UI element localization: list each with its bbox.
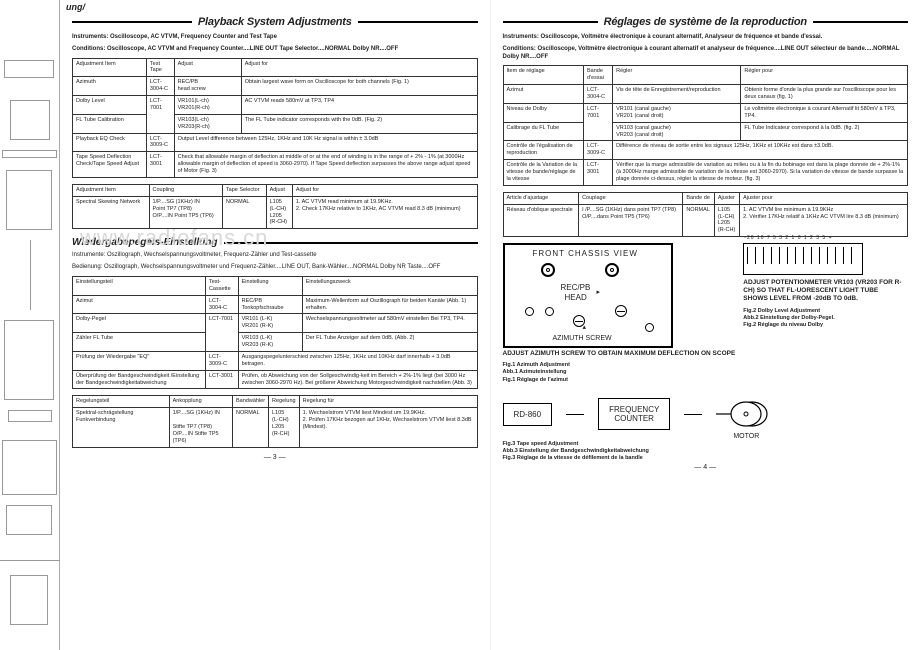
jack-icon: [541, 263, 555, 277]
page-number: — 3 —: [72, 454, 478, 461]
hole-icon: [645, 323, 654, 332]
instruments-line: Instruments: Oscilloscope, Voltmètre éle…: [503, 34, 909, 42]
motor-icon: MOTOR: [716, 392, 776, 437]
meter-diagram: -20 10 7 5 3 2 1 0 1 2 3 5 + ADJUST POTE…: [743, 243, 903, 329]
freq-counter-box: FREQUENCYCOUNTER: [598, 398, 670, 430]
hole-icon: [545, 307, 554, 316]
adjustment-table-fr-2: Article d'ajustageCouplageBande deAjuste…: [503, 192, 909, 237]
fig2-list: Fig.2 Dolby Level Adjustment Abb.2 Einst…: [743, 308, 903, 329]
adjustment-table-fr-1: Item de réglageBande d'essaiRéglerRégler…: [503, 65, 909, 185]
adjustment-table-4: RegelungsteilAnkopplungBandwählerRegelun…: [72, 395, 478, 447]
instruments-line-de: Instrumente: Oszillograph, Wechselspannu…: [72, 252, 478, 260]
subheading: Wiedergabepegels-Einstellung: [72, 237, 478, 248]
chassis-caption: ADJUST AZIMUTH SCREW TO OBTAIN MAXIMUM D…: [503, 350, 736, 358]
page-number: — 4 —: [503, 464, 909, 471]
conditions-line: Conditions: Oscilloscope, AC VTVM and Fr…: [72, 46, 478, 54]
arrow-icon: ▴: [583, 323, 587, 331]
meter-ticks: [747, 247, 859, 264]
jack-icon: [605, 263, 619, 277]
conditions-line: Conditions: Oscilloscope, Voltmètre élec…: [503, 46, 909, 62]
rule: [72, 21, 192, 23]
fig3-list: Fig.3 Tape speed Adjustment Abb.3 Einste…: [503, 441, 909, 462]
adjustment-table-3: EinstellungsteilTest-CassetteEinstellung…: [72, 276, 478, 390]
rule: [358, 21, 478, 23]
instruments-line: Instruments: Oscilloscope, AC VTVM, Freq…: [72, 34, 478, 42]
connector-line: [684, 414, 702, 415]
diagram-row: FRONT CHASSIS VIEW REC/PB HEAD ▸ AZIMUTH…: [503, 243, 909, 384]
page-right: Réglages de système de la reproduction I…: [490, 0, 920, 650]
arrow-icon: ▸: [597, 288, 601, 296]
meter-caption: ADJUST POTENTIONMETER VR103 (VR203 FOR R…: [743, 279, 903, 303]
hole-icon: [525, 307, 534, 316]
screw-icon: [615, 305, 627, 317]
rd860-box: RD-860: [503, 403, 553, 426]
heading-row: Réglages de système de la reproduction: [503, 16, 909, 28]
adjustment-table-1: Adjustment ItemTest TapeAdjustAdjust for…: [72, 58, 478, 178]
page-spread: ung/ Playback System Adjustments Instrum…: [0, 0, 920, 650]
level-meter: -20 10 7 5 3 2 1 0 1 2 3 5 +: [743, 243, 863, 275]
adjustment-table-2: Adjustment ItemCouplingTape SelectorAdju…: [72, 184, 478, 229]
page-title: Réglages de système de la reproduction: [604, 16, 807, 28]
page-title: Playback System Adjustments: [198, 16, 352, 28]
page-left: ung/ Playback System Adjustments Instrum…: [60, 0, 490, 650]
conditions-line-de: Bedienung: Oszillograph, Wechselspannung…: [72, 264, 478, 272]
connector-line: [566, 414, 584, 415]
heading-row: Playback System Adjustments: [72, 16, 478, 28]
tab-label: ung/: [66, 2, 85, 12]
fig1-list: Fig.1 Azimuth Adjustment Abb.1 Azimutein…: [503, 362, 736, 383]
chassis-diagram: FRONT CHASSIS VIEW REC/PB HEAD ▸ AZIMUTH…: [503, 243, 736, 384]
bottom-diagram-row: RD-860 FREQUENCYCOUNTER MOTOR: [503, 392, 909, 437]
side-schematic: [0, 0, 60, 650]
